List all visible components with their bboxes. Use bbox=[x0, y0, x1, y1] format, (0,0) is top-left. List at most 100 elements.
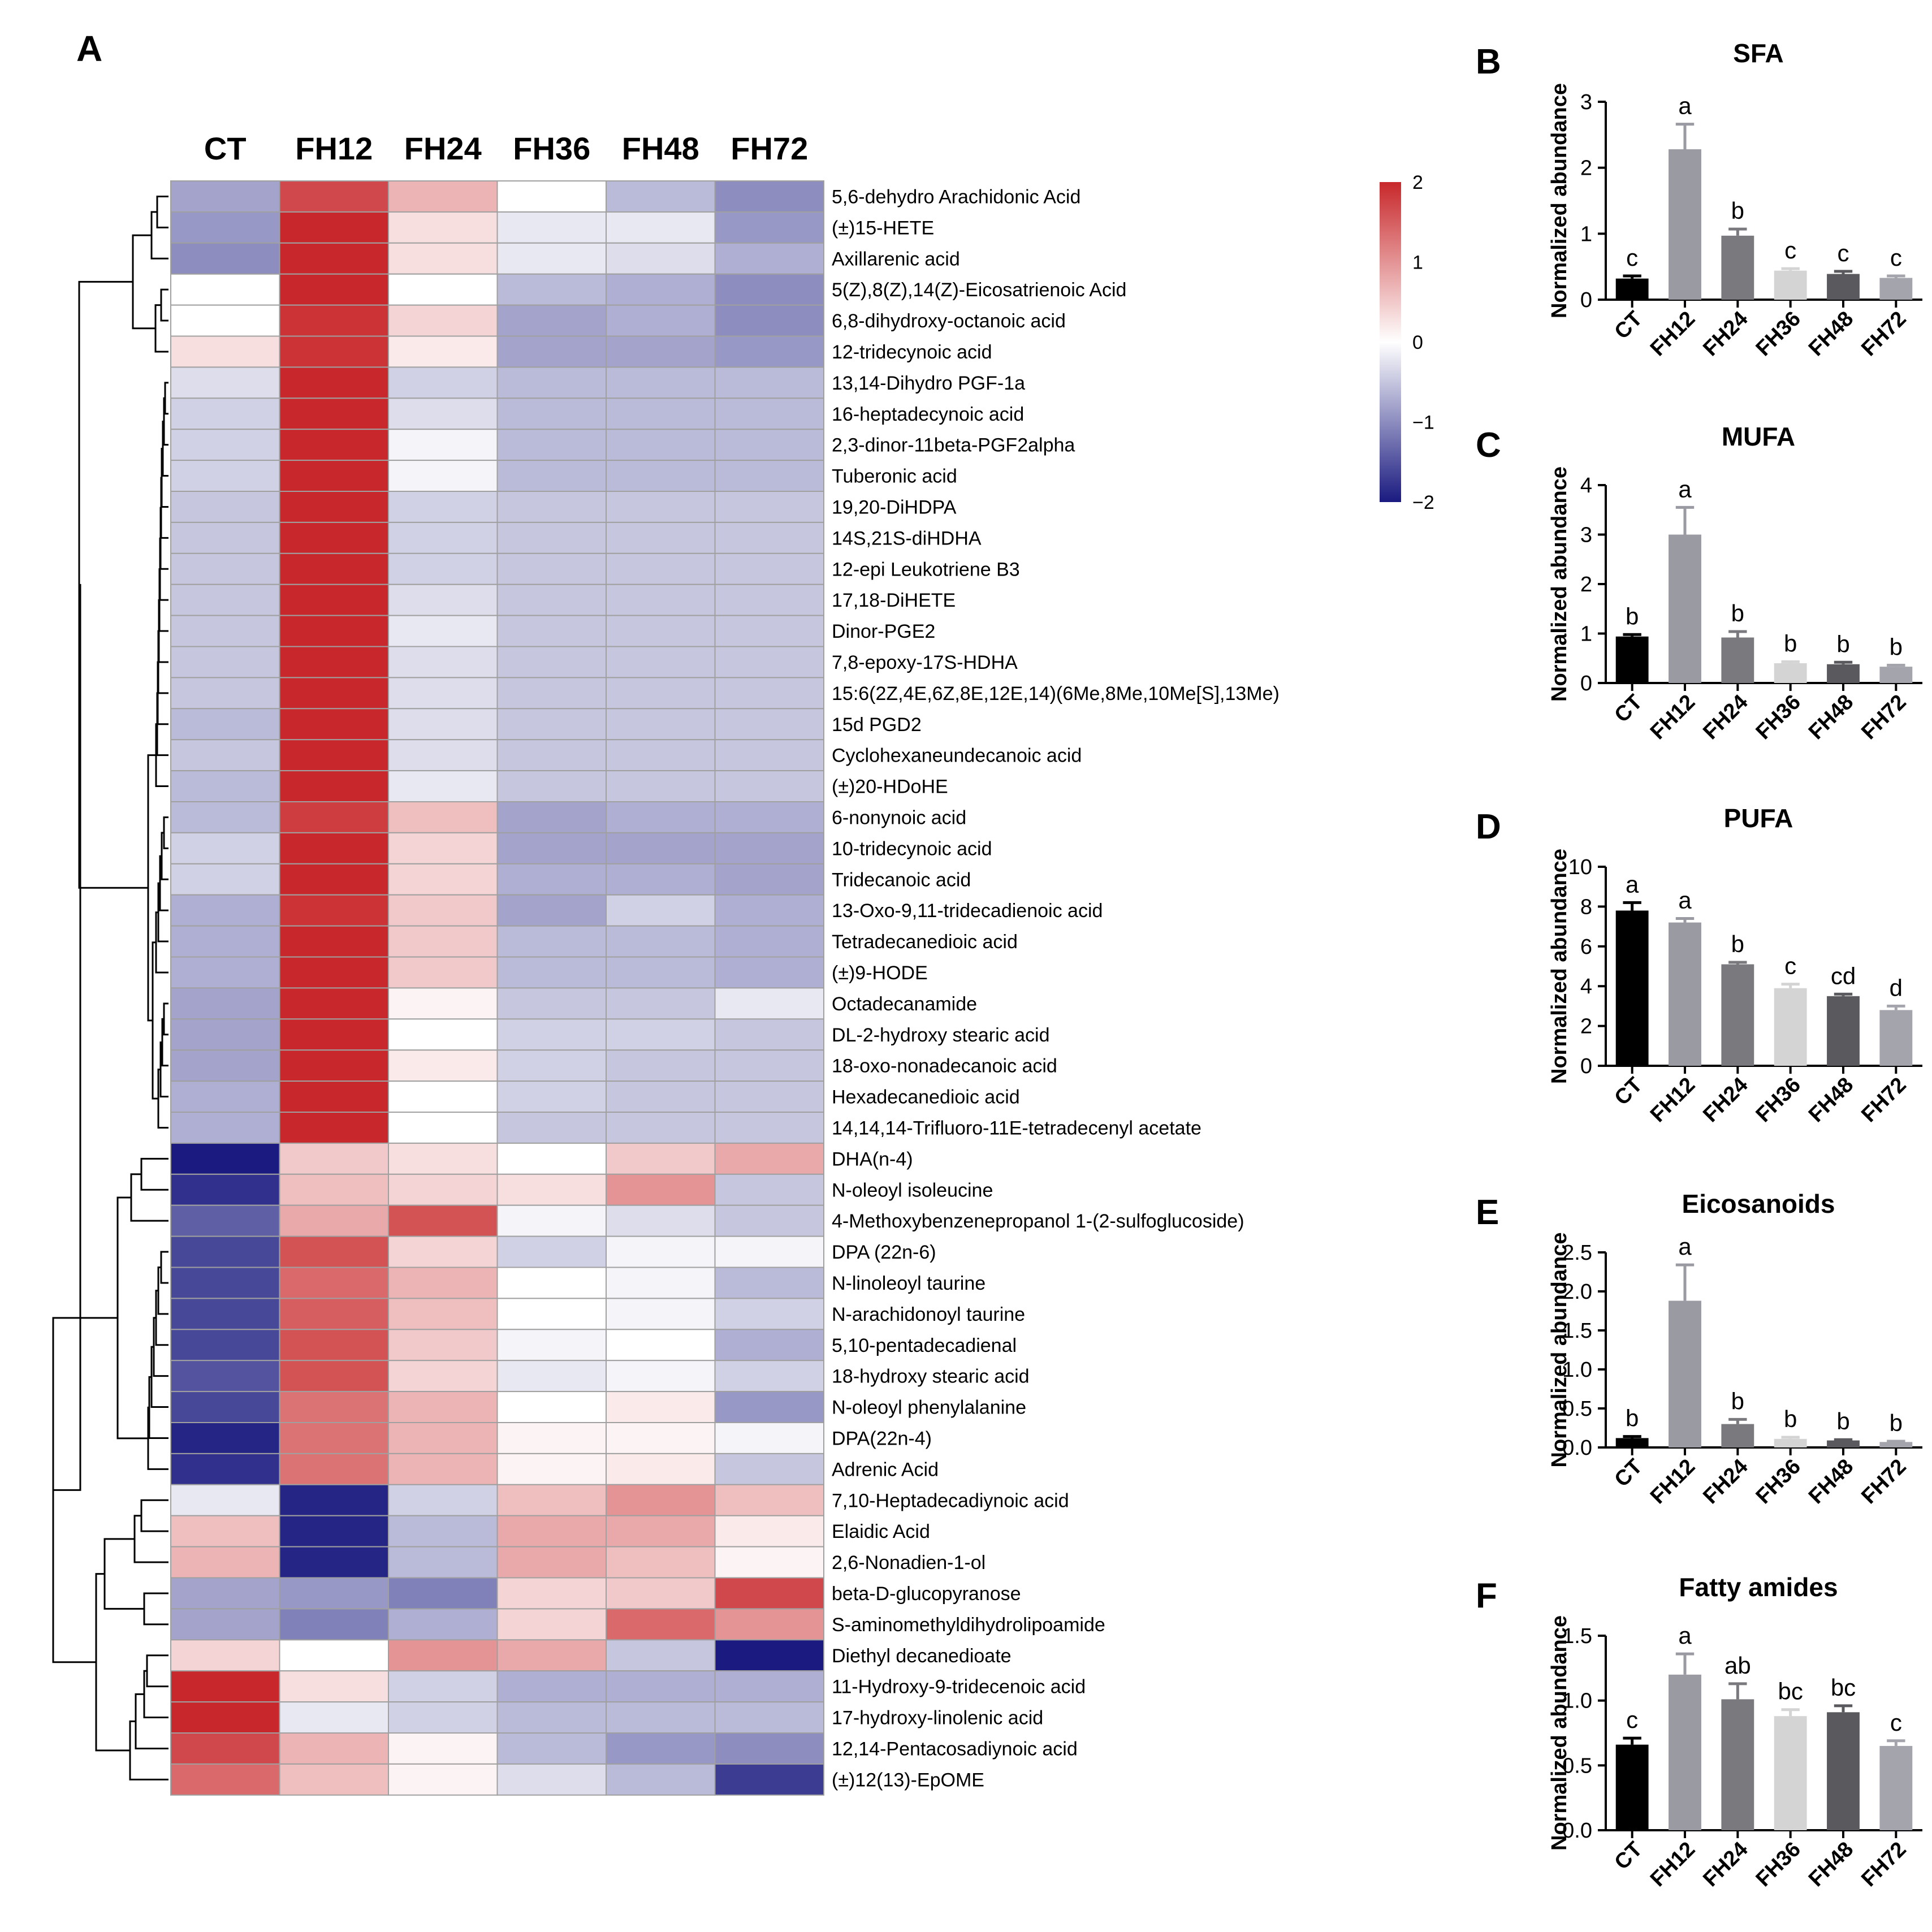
heatmap-cell bbox=[606, 677, 716, 710]
heatmap-cell bbox=[388, 1577, 498, 1610]
y-tick-label: 2.5 bbox=[1562, 1241, 1592, 1265]
heatmap-cell bbox=[606, 956, 716, 989]
significance-letter: bc bbox=[1831, 1674, 1856, 1701]
heatmap-cell bbox=[170, 1142, 280, 1175]
heatmap-cell bbox=[496, 1235, 607, 1268]
heatmap-cell bbox=[279, 1360, 389, 1393]
heatmap-cell bbox=[388, 1608, 498, 1641]
heatmap-cell bbox=[496, 1018, 607, 1051]
heatmap-cell bbox=[388, 615, 498, 647]
heatmap-cell bbox=[496, 1329, 607, 1362]
heatmap-cell bbox=[388, 397, 498, 430]
heatmap-cell bbox=[606, 1080, 716, 1113]
heatmap-cell bbox=[714, 1329, 824, 1362]
heatmap-cell bbox=[496, 242, 607, 275]
heatmap-cell bbox=[606, 1267, 716, 1299]
dendrogram-branch bbox=[160, 1251, 168, 1284]
heatmap-cell bbox=[496, 1360, 607, 1393]
heatmap-cell bbox=[388, 1173, 498, 1206]
panel-letter-a: A bbox=[76, 28, 102, 69]
dendrogram-branch bbox=[53, 584, 81, 1491]
panel-letter: E bbox=[1476, 1193, 1499, 1232]
heatmap-cell bbox=[714, 460, 824, 492]
heatmap-row-label: DHA(n-4) bbox=[832, 1148, 913, 1170]
heatmap-row-label: beta-D-glucopyranose bbox=[832, 1583, 1021, 1605]
significance-letter: d bbox=[1890, 974, 1903, 1001]
y-axis-label: Normalized abundance bbox=[1548, 83, 1571, 318]
heatmap-cell bbox=[170, 925, 280, 958]
y-tick-label: 1.0 bbox=[1562, 1358, 1592, 1382]
x-tick-label: CT bbox=[1610, 1838, 1648, 1875]
color-legend-tick: 2 bbox=[1412, 172, 1423, 193]
heatmap-column-label: FH12 bbox=[295, 131, 373, 166]
bar-chart-d: D PUFA Normalized abundance 0 2 4 6 8 10 a CT a FH12… bbox=[1476, 803, 1922, 1127]
heatmap-cell bbox=[714, 1267, 824, 1299]
heatmap-cell bbox=[170, 863, 280, 896]
panel-letter: B bbox=[1476, 42, 1501, 81]
bar bbox=[1827, 996, 1860, 1066]
heatmap-cell bbox=[279, 1732, 389, 1765]
heatmap-cell bbox=[388, 1235, 498, 1268]
heatmap-cell bbox=[496, 894, 607, 927]
heatmap-cell bbox=[170, 180, 280, 213]
heatmap-row-label: 7,10-Heptadecadiynoic acid bbox=[832, 1490, 1069, 1511]
significance-letter: a bbox=[1678, 476, 1692, 502]
heatmap-cell bbox=[388, 863, 498, 896]
heatmap-row-label: Cyclohexaneundecanoic acid bbox=[832, 745, 1082, 767]
heatmap-cell bbox=[388, 335, 498, 368]
x-tick-label: FH72 bbox=[1857, 690, 1911, 744]
heatmap-cell bbox=[279, 1515, 389, 1548]
heatmap-cell bbox=[170, 1670, 280, 1703]
color-legend-tick: 0 bbox=[1412, 332, 1423, 353]
heatmap-cell bbox=[388, 956, 498, 989]
heatmap-row-label: Tetradecanedioic acid bbox=[832, 931, 1018, 953]
heatmap-cell bbox=[606, 615, 716, 647]
heatmap-cell bbox=[606, 1701, 716, 1734]
heatmap-cell bbox=[170, 552, 280, 585]
heatmap-cell bbox=[170, 956, 280, 989]
heatmap-cell bbox=[714, 429, 824, 461]
heatmap-cell bbox=[714, 584, 824, 616]
x-tick-label: FH72 bbox=[1857, 1838, 1911, 1891]
heatmap-cell bbox=[714, 1701, 824, 1734]
heatmap-cell bbox=[170, 1080, 280, 1113]
heatmap-row-label: 6,8-dihydroxy-octanoic acid bbox=[832, 310, 1066, 332]
y-tick-label: 4 bbox=[1580, 975, 1592, 999]
y-tick-label: 1 bbox=[1580, 623, 1592, 646]
heatmap-row-label: (±)9-HODE bbox=[832, 962, 928, 984]
heatmap-row-label: 15d PGD2 bbox=[832, 714, 922, 736]
bar bbox=[1774, 1716, 1807, 1830]
heatmap-cell bbox=[279, 1173, 389, 1206]
bar bbox=[1615, 1744, 1649, 1830]
heatmap-cell bbox=[714, 770, 824, 802]
heatmap-cell bbox=[388, 646, 498, 678]
significance-letter: b bbox=[1784, 630, 1797, 656]
heatmap-row-label: N-arachidonoyl taurine bbox=[832, 1304, 1025, 1325]
y-axis-label: Normalized abundance bbox=[1548, 849, 1571, 1084]
heatmap-cell bbox=[714, 1142, 824, 1175]
y-tick-label: 4 bbox=[1580, 474, 1592, 498]
significance-letter: b bbox=[1731, 1388, 1744, 1414]
heatmap-cell bbox=[170, 1391, 280, 1424]
heatmap-cell bbox=[714, 335, 824, 368]
heatmap-cell bbox=[279, 956, 389, 989]
heatmap-cell bbox=[170, 1639, 280, 1672]
bar bbox=[1669, 149, 1701, 300]
y-tick-label: 8 bbox=[1580, 895, 1592, 919]
x-tick-label: FH72 bbox=[1857, 307, 1911, 361]
heatmap-cell bbox=[279, 460, 389, 492]
heatmap-cell bbox=[279, 1422, 389, 1454]
y-tick-label: 2 bbox=[1580, 157, 1592, 180]
bar bbox=[1774, 663, 1807, 683]
heatmap-cell bbox=[388, 180, 498, 213]
significance-letter: c bbox=[1626, 1706, 1638, 1733]
heatmap-cell bbox=[388, 832, 498, 865]
heatmap-cell bbox=[714, 646, 824, 678]
heatmap-cell bbox=[279, 304, 389, 337]
heatmap-cell bbox=[606, 708, 716, 741]
heatmap-cell bbox=[714, 1515, 824, 1548]
heatmap-cell bbox=[606, 273, 716, 306]
heatmap-cell bbox=[714, 1608, 824, 1641]
heatmap-column-label: FH36 bbox=[513, 131, 590, 166]
heatmap-cell bbox=[388, 987, 498, 1020]
